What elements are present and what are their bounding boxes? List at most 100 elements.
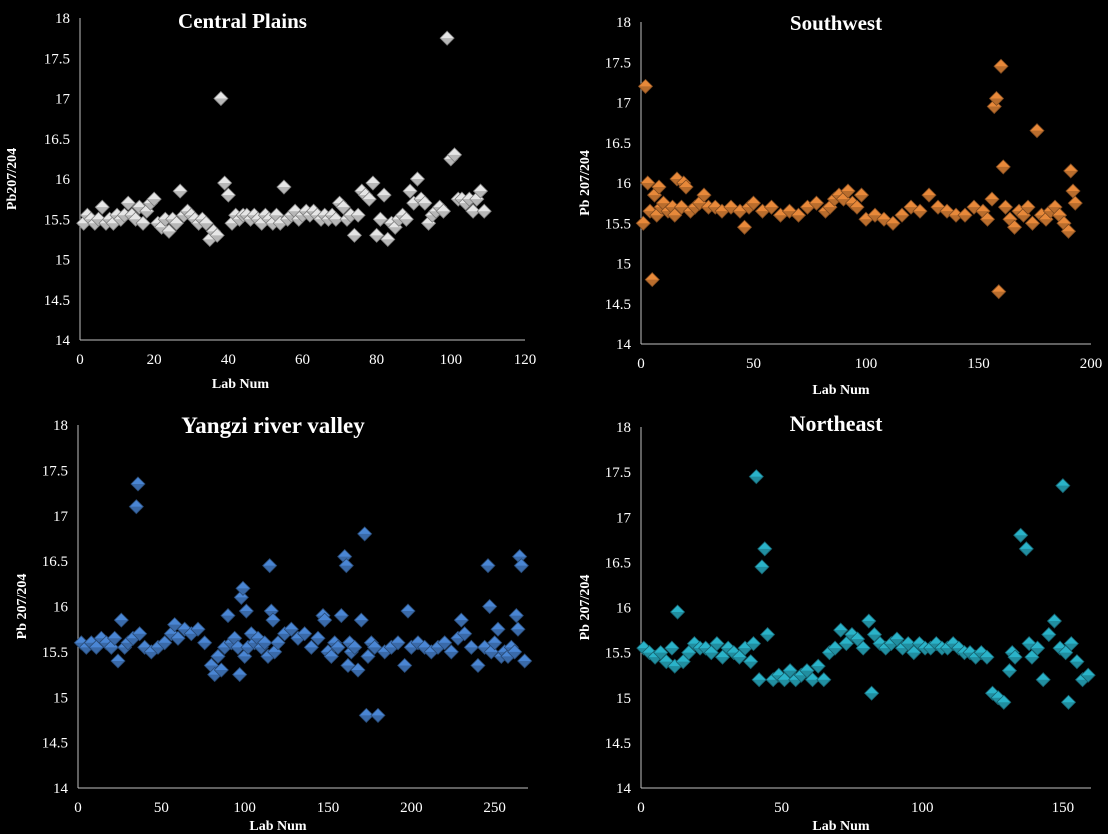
data-point bbox=[333, 608, 349, 624]
x-tick-label: 40 bbox=[221, 352, 236, 368]
panel-southwest: Southwest Lab Num Pb 207/204 14 14.5 15 15.… bbox=[578, 11, 1102, 398]
data-point bbox=[132, 626, 148, 642]
data-point bbox=[170, 630, 186, 646]
data-point bbox=[346, 227, 362, 243]
data-point bbox=[361, 191, 377, 207]
data-point bbox=[1024, 215, 1041, 231]
y-tick-label: 14.5 bbox=[605, 297, 631, 313]
data-point bbox=[338, 558, 354, 574]
x-axis-title: Lab Num bbox=[249, 819, 307, 834]
data-point bbox=[350, 662, 366, 678]
data-point bbox=[128, 499, 144, 515]
data-point bbox=[209, 227, 225, 243]
y-tick-label: 15 bbox=[53, 690, 68, 706]
x-tick-label: 150 bbox=[1052, 800, 1075, 816]
data-point bbox=[146, 191, 162, 207]
data-point bbox=[213, 662, 229, 678]
data-point bbox=[358, 707, 374, 723]
panel-title: Central Plains bbox=[178, 9, 307, 33]
data-point bbox=[894, 207, 910, 223]
data-point bbox=[323, 648, 339, 664]
data-point bbox=[1063, 636, 1079, 652]
y-tick-label: 18 bbox=[55, 11, 70, 27]
data-point bbox=[921, 187, 937, 203]
data-point bbox=[957, 207, 973, 223]
data-point bbox=[838, 636, 854, 652]
data-point bbox=[235, 580, 251, 596]
data-point bbox=[113, 612, 129, 628]
panel-title: Yangzi river valley bbox=[181, 413, 365, 438]
data-point bbox=[161, 223, 177, 239]
x-tick-label: 0 bbox=[76, 352, 84, 368]
x-axis-title: Lab Num bbox=[212, 377, 270, 392]
data-point bbox=[376, 187, 392, 203]
data-point bbox=[912, 203, 928, 219]
y-tick-label: 16.5 bbox=[605, 555, 631, 571]
data-point bbox=[135, 215, 151, 231]
data-point bbox=[984, 191, 1000, 207]
x-tick-label: 50 bbox=[154, 800, 169, 816]
data-point bbox=[754, 559, 770, 575]
data-point bbox=[635, 215, 651, 231]
x-tick-label: 0 bbox=[74, 800, 82, 816]
data-point bbox=[991, 284, 1007, 300]
data-point bbox=[731, 649, 748, 665]
data-point bbox=[804, 672, 821, 688]
data-point bbox=[653, 645, 669, 661]
x-tick-label: 100 bbox=[911, 800, 934, 816]
y-axis-title: Pb 207/204 bbox=[578, 150, 593, 216]
data-point bbox=[861, 613, 877, 629]
y-tick-label: 17 bbox=[53, 509, 69, 525]
x-tick-label: 100 bbox=[233, 800, 256, 816]
data-point bbox=[463, 639, 479, 655]
data-point bbox=[736, 219, 753, 235]
data-point bbox=[303, 639, 319, 655]
y-tick-label: 17 bbox=[616, 96, 632, 112]
data-point bbox=[833, 622, 849, 638]
data-point bbox=[335, 199, 351, 215]
y-tick-label: 16 bbox=[616, 601, 632, 617]
data-point bbox=[885, 215, 901, 231]
y-tick-label: 15 bbox=[55, 253, 70, 269]
data-point bbox=[900, 636, 916, 652]
data-point bbox=[1007, 649, 1023, 665]
y-tick-label: 17.5 bbox=[42, 463, 68, 479]
data-point bbox=[1001, 663, 1018, 679]
data-point bbox=[748, 469, 764, 485]
data-point bbox=[810, 658, 826, 674]
data-point bbox=[487, 635, 503, 651]
data-point bbox=[1046, 613, 1063, 629]
data-point bbox=[402, 183, 418, 199]
data-point bbox=[482, 598, 498, 615]
data-point bbox=[210, 648, 226, 664]
data-point bbox=[380, 231, 396, 247]
data-point bbox=[763, 199, 780, 215]
data-point bbox=[465, 203, 481, 219]
data-point bbox=[446, 147, 463, 163]
data-point bbox=[417, 195, 433, 211]
data-point bbox=[640, 175, 656, 191]
data-point bbox=[1060, 694, 1077, 710]
data-point bbox=[510, 621, 526, 637]
x-tick-label: 100 bbox=[855, 356, 878, 372]
y-tick-label: 17.5 bbox=[605, 55, 631, 71]
x-tick-label: 200 bbox=[400, 800, 423, 816]
y-tick-label: 16.5 bbox=[605, 136, 631, 152]
panel-northeast: Northeast Lab Num Pb 207/204 14 14.5 15 15.… bbox=[578, 411, 1096, 834]
data-point bbox=[675, 654, 691, 670]
data-point bbox=[1060, 223, 1077, 239]
data-point bbox=[265, 612, 281, 628]
data-point bbox=[490, 621, 506, 637]
data-point bbox=[400, 603, 416, 619]
data-point bbox=[790, 207, 807, 223]
data-point bbox=[276, 179, 292, 195]
y-tick-label: 14.5 bbox=[44, 293, 70, 309]
data-point bbox=[369, 227, 385, 243]
y-tick-label: 14 bbox=[55, 333, 71, 349]
data-point bbox=[390, 635, 406, 651]
data-point bbox=[1024, 649, 1040, 665]
data-point bbox=[703, 645, 719, 661]
y-tick-label: 18 bbox=[616, 15, 631, 31]
data-point bbox=[213, 90, 229, 107]
